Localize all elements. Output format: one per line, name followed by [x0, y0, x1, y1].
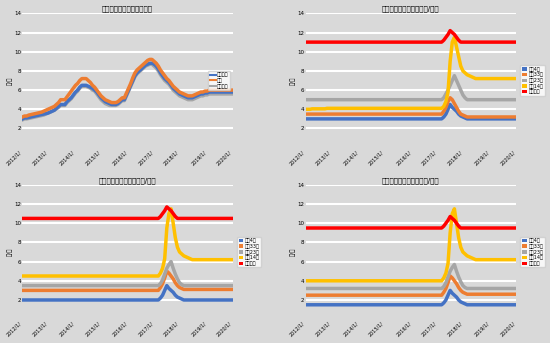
Title: 新疆内黄三等果价格（元/吊）: 新疆内黄三等果价格（元/吊）	[382, 177, 439, 184]
Title: 新疆内黄一等果价格（元/吊）: 新疆内黄一等果价格（元/吊）	[382, 5, 439, 12]
Y-axis label: 元/吊: 元/吊	[290, 248, 296, 256]
Y-axis label: 元/吊: 元/吊	[290, 76, 296, 85]
Legend: 若缡4号, 苧苧33号, 苧苧23号, 苧苧14号, 苧苧红枣: 若缡4号, 苧苧33号, 苧苧23号, 苧苧14号, 苧苧红枣	[237, 237, 261, 268]
Legend: 若缡4号, 苧苧33号, 苧苧23号, 苧苧14号, 苧苧红枣: 若缡4号, 苧苧33号, 苧苧23号, 苧苧14号, 苧苧红枣	[520, 65, 544, 96]
Title: 山东内黄金丝标准果价走势: 山东内黄金丝标准果价走势	[102, 5, 153, 12]
Title: 新疆内黄二等果价格（元/吊）: 新疆内黄二等果价格（元/吊）	[98, 177, 156, 184]
Y-axis label: 元/斤: 元/斤	[7, 76, 13, 85]
Legend: 若缡4号, 苧苧33号, 苧苧23号, 苧苧14号, 苧苧红枣: 若缡4号, 苧苧33号, 苧苧23号, 苧苧14号, 苧苧红枣	[520, 237, 544, 268]
Y-axis label: 元/吊: 元/吊	[7, 248, 13, 256]
Legend: 中天石水, 兴平, 历史平均: 中天石水, 兴平, 历史平均	[208, 71, 230, 90]
